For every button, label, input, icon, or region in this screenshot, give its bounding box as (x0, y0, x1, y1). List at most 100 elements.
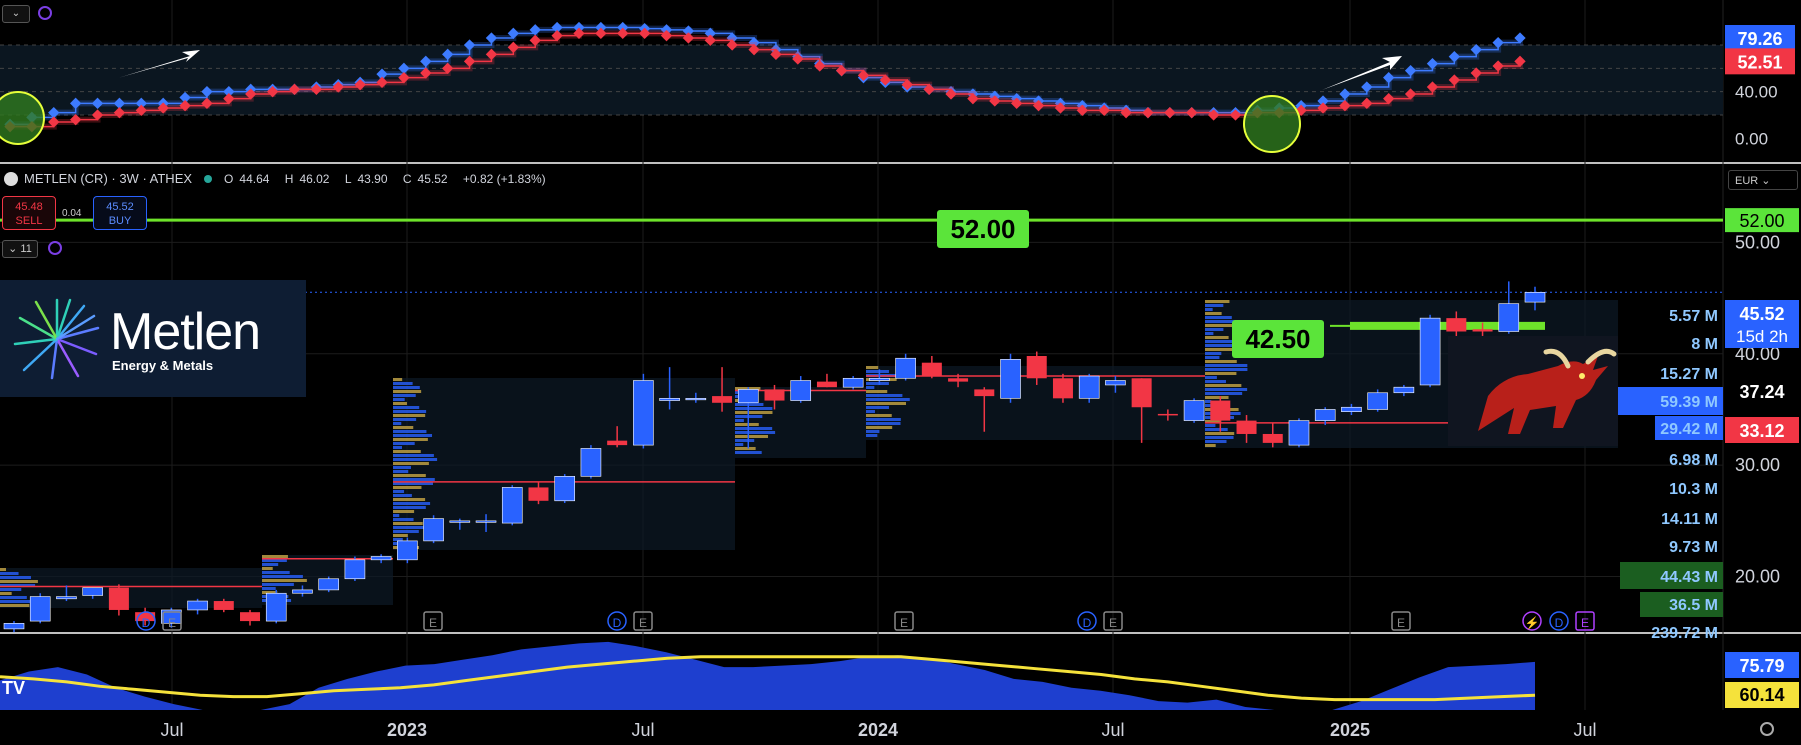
osc-point (1404, 88, 1417, 100)
event-marker-label: ⚡ (1525, 616, 1540, 630)
candle-body (1341, 406, 1362, 412)
candle-body (1000, 359, 1021, 399)
volume-profile-bar (1205, 420, 1222, 423)
symbol-title[interactable]: METLEN (CR) · 3W · ATHEX (24, 171, 193, 186)
event-marker (1549, 611, 1569, 631)
low-value: 43.90 (357, 171, 388, 186)
volume-profile-bar (393, 522, 423, 525)
candle-body (895, 357, 916, 379)
volume-profile-bar (262, 563, 279, 566)
buy-button[interactable]: 45.52 BUY (93, 196, 147, 230)
volume-profile-bar (866, 394, 903, 397)
candle-body (292, 589, 313, 594)
volume-profile-bar (866, 370, 889, 373)
volume-profile-bar (1205, 356, 1220, 359)
starburst-icon (13, 298, 100, 380)
volume-profile-bar (393, 458, 438, 461)
volume-profile-bar (393, 462, 429, 465)
volume-profile-bar (393, 510, 415, 513)
volume-profile-bar (866, 422, 901, 425)
candle-body (790, 380, 812, 401)
osc-point (1339, 88, 1351, 100)
volume-profile-bar (393, 498, 426, 501)
candle-body (82, 587, 103, 596)
volume-profile-bar (866, 406, 889, 409)
volume-indicator-pane (0, 641, 1536, 710)
volume-profile-bar (1205, 444, 1216, 447)
volume-profile-bar (393, 430, 427, 433)
event-marker-label: E (1581, 616, 1589, 630)
indicators-collapse-button[interactable]: ⌄ 11 (2, 240, 38, 258)
osc-point (1317, 95, 1329, 107)
volume-profile-bar (1205, 360, 1237, 363)
osc-point (770, 48, 782, 60)
volume-profile-bar (393, 490, 405, 493)
volume-profile-bar (393, 406, 420, 409)
volume-profile-bar (1205, 376, 1217, 379)
volume-profile-bar (262, 555, 288, 558)
event-marker-label: E (639, 616, 647, 630)
volume-profile-bar (393, 466, 411, 469)
event-marker-label: E (429, 616, 437, 630)
volume-profile-bar (1205, 388, 1248, 391)
event-marker (1575, 611, 1595, 631)
candle-body (423, 518, 444, 542)
volume-profile-bar (393, 398, 405, 401)
symbol-header: METLEN (CR) · 3W · ATHEX O 44.64 H 46.02 L… (4, 171, 552, 186)
time-axis: Jul 2023 Jul 2024 Jul 2025 Jul (160, 720, 1596, 740)
event-marker-label: D (613, 616, 622, 630)
event-marker (607, 611, 627, 631)
volume-profile-bar (0, 600, 33, 603)
volume-profile-value: 8 M (1691, 336, 1718, 353)
osc-collapse-button[interactable]: ⌄ (2, 5, 30, 23)
price-tick-label: 20.00 (1735, 567, 1780, 587)
volume-profile-bar (1205, 440, 1227, 443)
event-marker-label: D (142, 616, 151, 630)
buy-label: BUY (108, 215, 132, 227)
volume-profile-bar (0, 568, 6, 571)
osc-tick-label: 0.00 (1735, 129, 1768, 148)
candle-body (816, 381, 837, 388)
candle-body (1419, 317, 1441, 386)
candle-body (1367, 392, 1388, 410)
event-marker (1077, 611, 1097, 631)
candle-body (187, 600, 208, 611)
high-label: H (284, 171, 294, 186)
candle-body (1314, 409, 1336, 421)
volume-profile-bar (1205, 380, 1226, 383)
volume-profile-value: 14.11 M (1661, 511, 1718, 528)
volume-profile-bar (393, 486, 422, 489)
price-axis: 0.0040.0079.2652.5120.0030.0040.0050.005… (1586, 25, 1799, 708)
volume-profile-bar (393, 502, 431, 505)
event-marker (162, 611, 182, 631)
target-level-label: 52.00 (937, 210, 1029, 248)
osc-tick-label: 40.00 (1735, 83, 1778, 102)
volume-profile-bar (735, 435, 769, 438)
volume-profile-bar (1205, 316, 1232, 319)
volume-profile-bar (735, 443, 744, 446)
volume-profile-bar (393, 414, 426, 417)
trend-arrow (1322, 56, 1402, 90)
volume-profile-bar (1205, 392, 1243, 395)
volume-profile-bar (262, 591, 278, 594)
settings-icon[interactable] (1760, 722, 1774, 736)
tradingview-logo: TV (2, 678, 26, 698)
level-b-label: 33.12 (1739, 421, 1784, 441)
volume-profile-bar (1205, 436, 1234, 439)
event-marker-label: E (1397, 616, 1405, 630)
sell-button[interactable]: 45.48 SELL (2, 196, 56, 230)
candle-body (240, 612, 261, 622)
event-marker (1391, 611, 1411, 631)
volume-profile-value: 44.43 M (1660, 569, 1718, 586)
candle-body (3, 623, 25, 630)
volume-profile-value: 59.39 M (1660, 394, 1718, 411)
open-value: 44.64 (239, 171, 270, 186)
currency-select[interactable]: EUR ⌄ (1728, 170, 1798, 190)
osc-point (1492, 37, 1504, 49)
volume-profile-bar (0, 572, 19, 575)
candle-body (1498, 303, 1520, 332)
sync-icon[interactable] (38, 6, 52, 20)
sync-icon[interactable] (48, 241, 62, 255)
candle-body (554, 475, 576, 502)
